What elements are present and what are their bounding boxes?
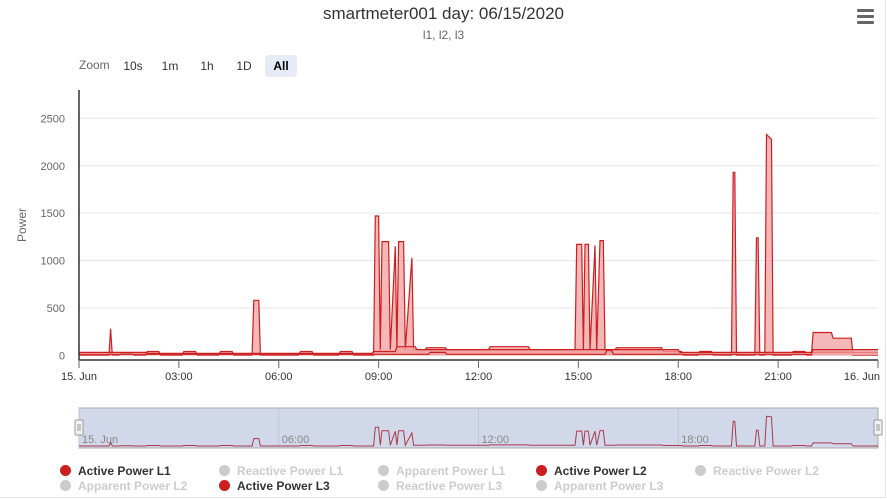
x-tick-label: 06:00 [265,371,293,383]
series-area [79,346,878,356]
zoom-button-all[interactable]: All [265,55,297,77]
legend-dot-icon [219,465,230,476]
navigator-series-line [79,415,878,447]
navigator-tick-label: 15. Jun [82,434,118,446]
x-tick-label: 15:00 [565,371,593,383]
x-tick-label: 12:00 [465,371,493,383]
y-tick-label: 2000 [41,161,65,173]
x-tick-label: 09:00 [365,371,393,383]
legend-dot-icon [536,480,547,491]
navigator-handle-body [873,419,883,436]
y-axis-title: Power [15,208,29,242]
navigator-tick-label: 06:00 [282,434,310,446]
chart-subtitle: l1, l2, l3 [422,28,465,42]
series-line [79,349,878,355]
legend-item-apparent-power-l3[interactable]: Apparent Power L3 [536,479,663,493]
legend-dot-icon [60,465,71,476]
hamburger-menu-icon[interactable] [852,6,878,28]
x-tick-label: 16. Jun [844,371,880,383]
navigator-tick-label: 18:00 [681,434,709,446]
legend-dot-icon [60,480,71,491]
legend-item-reactive-power-l1[interactable]: Reactive Power L1 [219,464,343,478]
legend-item-apparent-power-l1[interactable]: Apparent Power L1 [378,464,505,478]
legend-item-reactive-power-l3[interactable]: Reactive Power L3 [378,479,502,493]
legend-item-active-power-l2[interactable]: Active Power L2 [536,464,647,478]
navigator-handle-body [74,419,84,436]
legend-item-apparent-power-l2[interactable]: Apparent Power L2 [60,479,187,493]
chart-title: smartmeter001 day: 06/15/2020 [323,4,564,23]
legend-dot-icon [378,465,389,476]
zoom-button-1d[interactable]: 1D [236,59,252,73]
x-tick-label: 18:00 [664,371,692,383]
zoom-button-1h[interactable]: 1h [200,59,214,73]
series-line [79,346,878,354]
x-tick-label: 15. Jun [61,371,97,383]
x-tick-label: 21:00 [764,371,792,383]
zoom-button-1m[interactable]: 1m [161,59,179,73]
legend-item-reactive-power-l2[interactable]: Reactive Power L2 [695,464,819,478]
zoom-button-10s[interactable]: 10s [123,59,143,73]
navigator-handle-icon[interactable] [74,419,84,436]
navigator-tick-label: 12:00 [482,434,510,446]
legend-dot-icon [536,465,547,476]
legend-item-active-power-l1[interactable]: Active Power L1 [60,464,171,478]
y-tick-label: 500 [47,303,65,315]
legend-dot-icon [695,465,706,476]
y-tick-label: 2500 [41,113,65,125]
navigator-handle-icon[interactable] [873,419,883,436]
y-tick-label: 1500 [41,208,65,220]
y-tick-label: 0 [59,350,65,362]
legend-dot-icon [219,480,230,491]
legend-dot-icon [378,480,389,491]
x-tick-label: 03:00 [165,371,193,383]
legend-item-active-power-l3[interactable]: Active Power L3 [219,479,330,493]
y-tick-label: 1000 [41,256,65,268]
zoom-label: Zoom [79,58,110,72]
